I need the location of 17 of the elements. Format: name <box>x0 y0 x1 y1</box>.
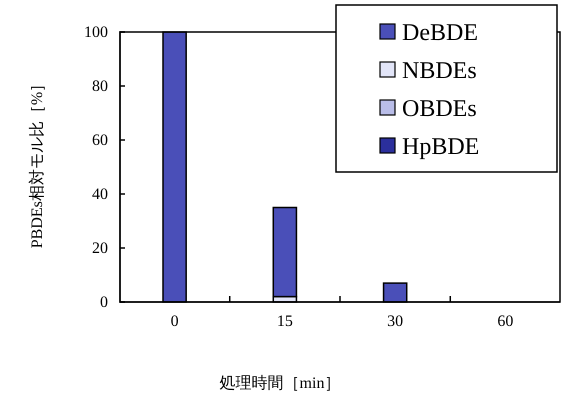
x-tick-label: 15 <box>276 312 293 330</box>
y-tick-label: 20 <box>92 240 108 258</box>
legend-label: DeBDE <box>402 20 478 46</box>
bar <box>272 206 298 298</box>
y-axis-title: PBDEs相対モル比［%］ <box>28 76 46 248</box>
y-tick-label: 40 <box>92 186 108 204</box>
x-tick-label: 30 <box>387 312 404 330</box>
x-tick-label: 60 <box>497 312 514 330</box>
legend-label: HpBDE <box>402 134 480 160</box>
y-tick-label: 60 <box>92 132 108 150</box>
legend-label: NBDEs <box>402 58 477 84</box>
x-axis-title: 処理時間［min］ <box>220 374 340 392</box>
y-tick-label: 0 <box>100 294 108 312</box>
x-tick-label: 0 <box>170 312 179 330</box>
y-tick-label: 100 <box>84 24 108 42</box>
y-tick-label: 80 <box>92 78 108 96</box>
legend-label: OBDEs <box>402 96 477 122</box>
